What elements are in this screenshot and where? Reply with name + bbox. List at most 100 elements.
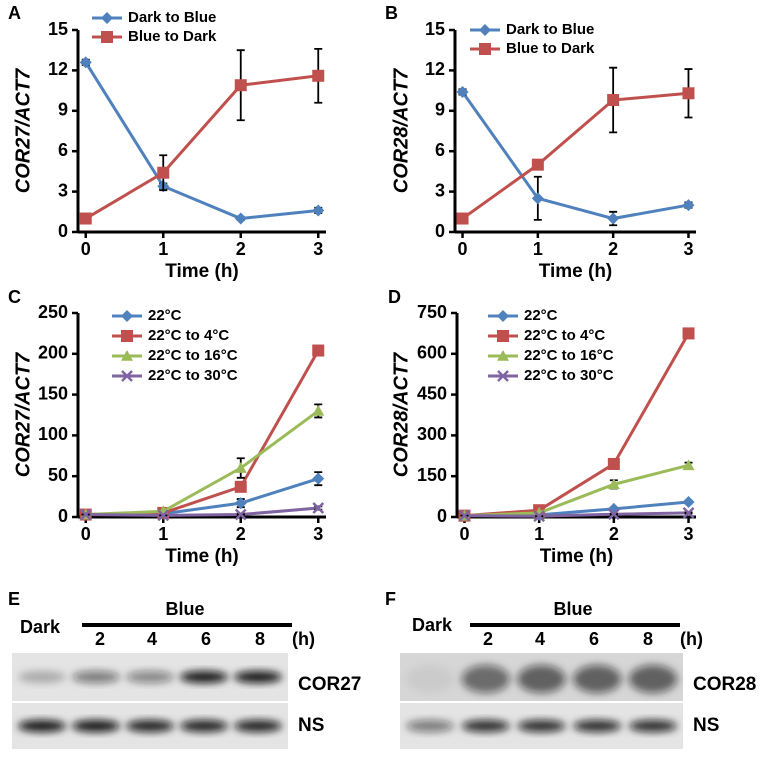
x-tick-label: 2 (609, 524, 619, 544)
band (629, 665, 677, 693)
y-tick-label: 150 (38, 383, 68, 403)
y-axis-label: COR28/ACT7 (390, 352, 412, 477)
panel-label: C (8, 287, 21, 307)
marker (682, 327, 695, 340)
marker (456, 85, 469, 98)
y-tick-label: 0 (435, 221, 445, 241)
y-axis-label: COR28/ACT7 (390, 68, 412, 193)
panel-label: B (385, 3, 398, 23)
y-tick-label: 250 (38, 302, 68, 322)
series-line (461, 91, 689, 221)
x-tick-label: 3 (683, 239, 693, 259)
y-tick-label: 6 (58, 140, 68, 160)
x-axis-label: Time (h) (539, 261, 613, 282)
x-tick-label: 2 (608, 239, 618, 259)
marker (456, 212, 469, 225)
marker (234, 462, 247, 473)
y-tick-label: 0 (437, 506, 447, 526)
legend-marker (101, 12, 113, 24)
x-tick-label: 3 (313, 524, 323, 544)
marker (234, 480, 247, 493)
y-tick-label: 0 (58, 221, 68, 241)
legend-marker (121, 310, 133, 322)
band (406, 665, 454, 693)
band (461, 665, 510, 693)
marker (79, 56, 92, 69)
marker (531, 192, 544, 205)
panel-label: A (8, 3, 21, 23)
y-tick-label: 3 (58, 180, 68, 200)
legend-label: 22°C to 4°C (148, 327, 229, 344)
marker (682, 459, 695, 471)
x-tick-label: 1 (533, 239, 543, 259)
marker (458, 509, 471, 522)
band (126, 720, 174, 732)
y-tick-label: 12 (425, 59, 445, 79)
legend-label: Dark to Blue (506, 21, 594, 38)
marker (312, 204, 325, 217)
legend-label: 22°C to 16°C (524, 347, 614, 364)
lane-label: 8 (255, 629, 265, 649)
lane-label: 2 (483, 629, 493, 649)
legend-label: Blue to Dark (506, 40, 595, 57)
panel-label: D (388, 287, 401, 307)
marker (607, 508, 620, 521)
marker (234, 508, 247, 521)
marker (312, 502, 325, 514)
bands (18, 720, 282, 732)
y-tick-label: 3 (435, 180, 445, 200)
row-label: COR27 (298, 674, 361, 695)
lane-label: 4 (535, 629, 545, 649)
row-label: COR28 (693, 674, 756, 695)
legend-label: 22°C to 4°C (524, 327, 605, 344)
band (18, 720, 66, 732)
bands (406, 720, 677, 732)
panel-label: F (385, 589, 396, 609)
bands (406, 665, 677, 693)
marker (312, 472, 325, 485)
band (18, 671, 66, 683)
legend-label: 22°C to 30°C (148, 367, 238, 384)
y-tick-label: 12 (48, 59, 68, 79)
dark-label: Dark (20, 617, 61, 637)
legend-label: 22°C (148, 307, 182, 324)
legend-marker (479, 43, 491, 55)
marker (682, 87, 695, 100)
lane-label: 2 (95, 629, 105, 649)
band (629, 720, 677, 732)
y-tick-label: 50 (48, 465, 68, 485)
band (234, 720, 282, 732)
marker (682, 496, 695, 509)
legend-label: 22°C to 30°C (524, 367, 614, 384)
y-tick-label: 750 (417, 302, 447, 322)
band (573, 665, 622, 693)
x-tick-label: 3 (684, 524, 694, 544)
band (126, 671, 174, 683)
x-tick-label: 1 (158, 239, 168, 259)
marker (531, 158, 544, 171)
series-line (84, 61, 319, 221)
marker (312, 404, 325, 416)
x-tick-label: 0 (458, 239, 468, 259)
band (517, 665, 566, 693)
marker (607, 212, 620, 225)
legend-label: 22°C to 16°C (148, 347, 238, 364)
marker (682, 199, 695, 212)
legend-marker (479, 24, 491, 36)
series-line (85, 409, 320, 517)
x-tick-label: 1 (158, 524, 168, 544)
row-label: NS (693, 715, 719, 736)
y-tick-label: 600 (417, 343, 447, 363)
x-axis-label: Time (h) (165, 546, 239, 567)
lane-label: 6 (589, 629, 599, 649)
marker (157, 509, 170, 522)
lane-label: 6 (201, 629, 211, 649)
band (461, 720, 510, 732)
band (72, 671, 120, 683)
y-axis-label: COR27/ACT7 (12, 352, 34, 477)
panel-label: E (8, 589, 20, 609)
band (72, 720, 120, 732)
unit-label: (h) (680, 629, 703, 649)
x-tick-label: 2 (236, 524, 246, 544)
